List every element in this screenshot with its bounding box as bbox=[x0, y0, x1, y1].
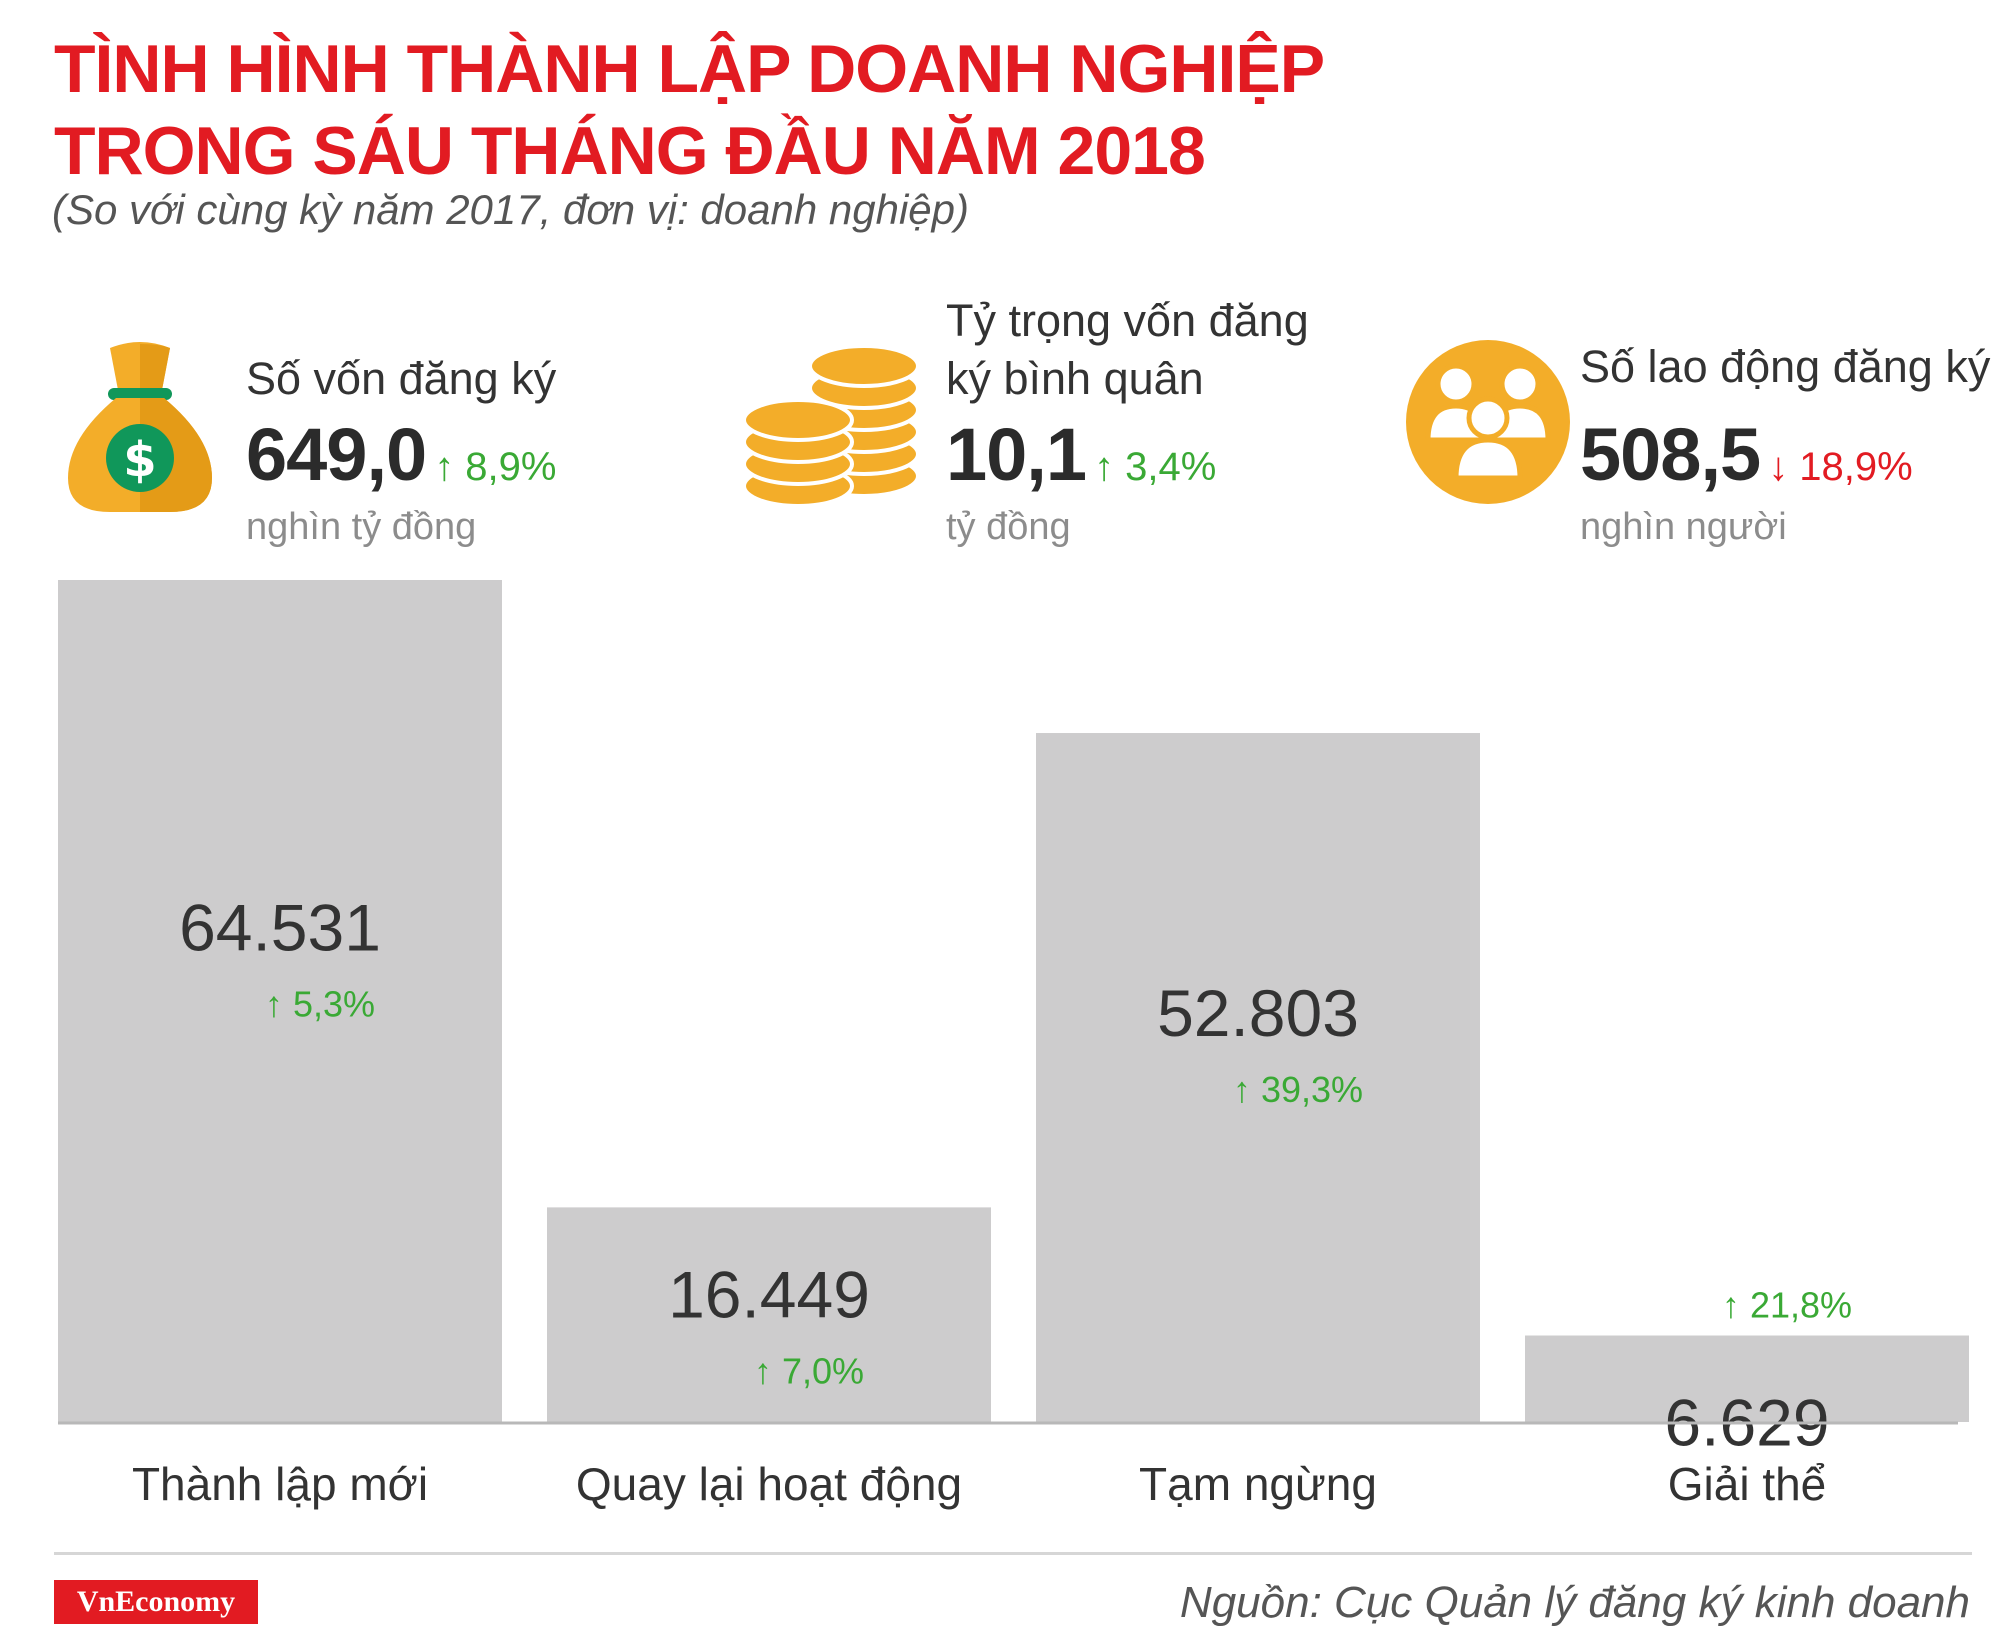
bar-change-label: ↑ 7,0% bbox=[754, 1350, 864, 1391]
kpi-avg-capital-value-row: 10,1 ↑ 3,4% bbox=[946, 412, 1216, 497]
bar-change-label: ↑ 39,3% bbox=[1233, 1069, 1363, 1110]
page-subtitle: (So với cùng kỳ năm 2017, đơn vị: doanh … bbox=[52, 186, 969, 233]
kpi-capital-unit: nghìn tỷ đồng bbox=[246, 506, 477, 548]
bar-change-label: ↑ 5,3% bbox=[265, 983, 375, 1024]
coins-stack-icon bbox=[742, 344, 920, 508]
title-line-1: TÌNH HÌNH THÀNH LẬP DOANH NGHIỆP bbox=[54, 31, 1325, 107]
kpi-labor-unit: nghìn người bbox=[1580, 506, 1787, 548]
kpi-avg-capital-label: Tỷ trọng vốn đăng ký bình quân bbox=[946, 295, 1309, 404]
kpi-labor-value: 508,5 bbox=[1580, 413, 1761, 496]
kpi-labor-change: ↓ 18,9% bbox=[1768, 445, 1913, 489]
kpi-capital-change: ↑ 8,9% bbox=[434, 445, 557, 489]
footer-divider bbox=[54, 1552, 1972, 1555]
money-bag-icon: $ bbox=[68, 342, 212, 512]
bar-value-label: 16.449 bbox=[668, 1257, 870, 1331]
kpi-labor-value-row: 508,5 ↓ 18,9% bbox=[1580, 412, 1913, 497]
kpi-capital-value: 649,0 bbox=[246, 413, 427, 496]
bar-3 bbox=[1036, 733, 1480, 1422]
category-label: Quay lại hoạt động bbox=[576, 1458, 962, 1510]
svg-text:$: $ bbox=[123, 432, 156, 488]
brand-logo: VnEconomy bbox=[54, 1580, 258, 1624]
kpi-capital-label: Số vốn đăng ký bbox=[246, 353, 557, 404]
people-group-icon bbox=[1406, 340, 1570, 504]
kpi-capital-value-row: 649,0 ↑ 8,9% bbox=[246, 412, 556, 497]
category-label: Giải thể bbox=[1668, 1458, 1827, 1510]
page-title: TÌNH HÌNH THÀNH LẬP DOANH NGHIỆP TRONG S… bbox=[54, 28, 1325, 192]
title-line-2: TRONG SÁU THÁNG ĐẦU NĂM 2018 bbox=[54, 113, 1206, 189]
bar-4 bbox=[1525, 1335, 1969, 1422]
kpi-avg-capital-value: 10,1 bbox=[946, 413, 1087, 496]
kpi-avg-capital-unit: tỷ đồng bbox=[946, 506, 1071, 548]
bar-value-label: 64.531 bbox=[179, 890, 381, 964]
bar-2 bbox=[547, 1207, 991, 1422]
category-label: Tạm ngừng bbox=[1139, 1458, 1377, 1510]
bar-value-label: 52.803 bbox=[1157, 976, 1359, 1050]
bar-change-label: ↑ 21,8% bbox=[1722, 1285, 1852, 1326]
bar-1 bbox=[58, 580, 502, 1422]
category-label: Thành lập mới bbox=[132, 1458, 428, 1510]
source-note: Nguồn: Cục Quản lý đăng ký kinh doanh bbox=[1179, 1578, 1970, 1627]
kpi-labor-label: Số lao động đăng ký bbox=[1580, 341, 1991, 392]
kpi-avg-capital-change: ↑ 3,4% bbox=[1094, 445, 1217, 489]
